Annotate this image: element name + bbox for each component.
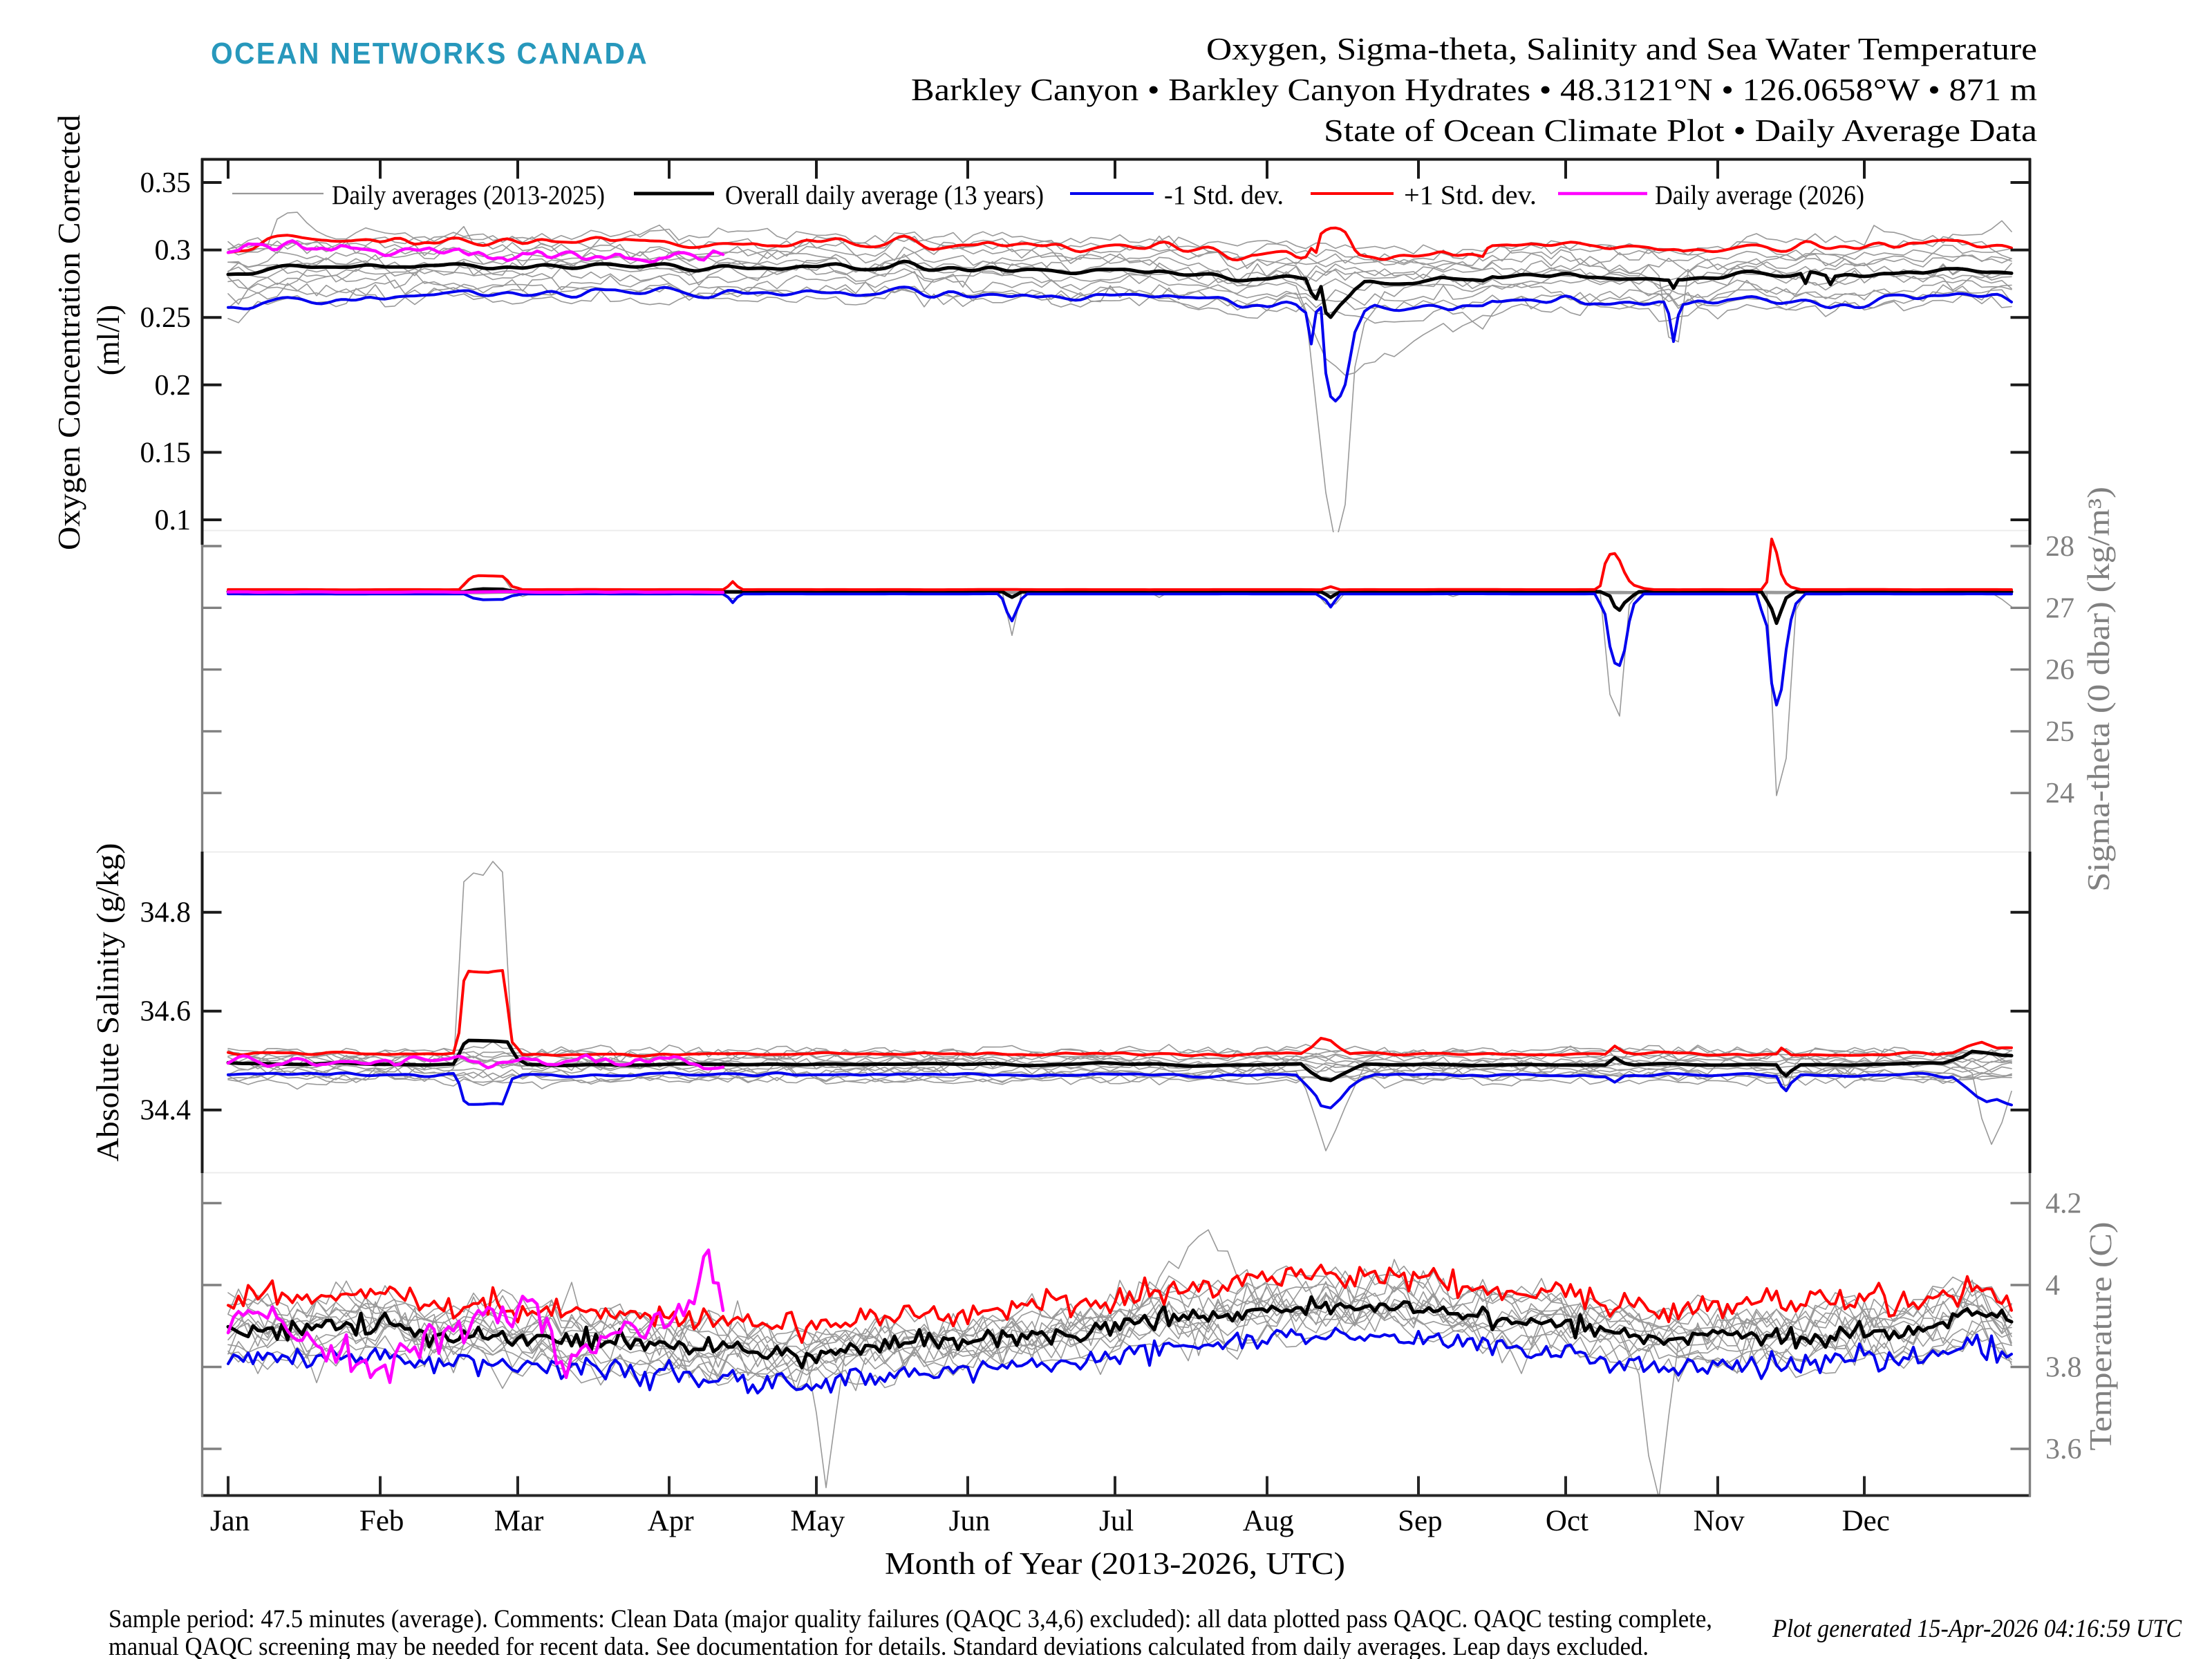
svg-text:27: 27 xyxy=(2045,592,2074,624)
svg-text:State of Ocean Climate Plot •: State of Ocean Climate Plot • Daily Aver… xyxy=(1324,113,2037,148)
svg-text:Overall daily average (13 year: Overall daily average (13 years) xyxy=(725,180,1044,210)
svg-text:Absolute Salinity (g/kg): Absolute Salinity (g/kg) xyxy=(91,843,125,1162)
svg-text:Daily averages (2013-2025): Daily averages (2013-2025) xyxy=(332,180,605,210)
svg-text:0.2: 0.2 xyxy=(155,370,191,402)
svg-text:24: 24 xyxy=(2045,778,2074,809)
svg-text:+1 Std. dev.: +1 Std. dev. xyxy=(1404,180,1537,210)
svg-text:34.6: 34.6 xyxy=(140,996,191,1028)
svg-text:Dec: Dec xyxy=(1842,1505,1890,1537)
svg-text:Mar: Mar xyxy=(494,1505,544,1537)
svg-text:(ml/l): (ml/l) xyxy=(91,305,126,375)
svg-text:0.15: 0.15 xyxy=(140,437,191,469)
svg-text:Oxygen, Sigma-theta, Salinity: Oxygen, Sigma-theta, Salinity and Sea Wa… xyxy=(1206,31,2037,66)
svg-text:Jul: Jul xyxy=(1099,1505,1134,1537)
svg-text:4.2: 4.2 xyxy=(2045,1188,2082,1220)
svg-text:Daily average (2026): Daily average (2026) xyxy=(1655,180,1864,210)
svg-text:26: 26 xyxy=(2045,655,2074,686)
svg-text:Apr: Apr xyxy=(648,1505,694,1537)
svg-text:OCEAN NETWORKS CANADA: OCEAN NETWORKS CANADA xyxy=(211,37,648,71)
svg-text:Jun: Jun xyxy=(949,1505,991,1537)
svg-text:Oct: Oct xyxy=(1546,1505,1588,1537)
svg-text:Aug: Aug xyxy=(1243,1505,1294,1537)
svg-text:0.35: 0.35 xyxy=(140,167,191,199)
svg-text:manual QAQC screening may be n: manual QAQC screening may be needed for … xyxy=(109,1633,1649,1659)
svg-text:Plot generated 15-Apr-2026 04:: Plot generated 15-Apr-2026 04:16:59 UTC xyxy=(1772,1615,2182,1643)
svg-text:Jan: Jan xyxy=(210,1505,250,1537)
svg-text:Sep: Sep xyxy=(1398,1505,1443,1537)
svg-text:-1 Std. dev.: -1 Std. dev. xyxy=(1164,180,1284,210)
svg-text:34.8: 34.8 xyxy=(140,897,191,929)
svg-text:4: 4 xyxy=(2045,1270,2060,1302)
svg-text:Sample period: 47.5 minutes (a: Sample period: 47.5 minutes (average). C… xyxy=(109,1605,1712,1633)
svg-text:Temperature (C): Temperature (C) xyxy=(2083,1222,2118,1451)
svg-text:28: 28 xyxy=(2045,531,2074,563)
svg-text:25: 25 xyxy=(2045,716,2074,748)
svg-text:0.1: 0.1 xyxy=(155,505,191,536)
svg-text:Feb: Feb xyxy=(359,1505,404,1537)
svg-text:Sigma-theta (0 dbar) (kg/m³): Sigma-theta (0 dbar) (kg/m³) xyxy=(2081,487,2116,892)
svg-text:Oxygen Concentration Corrected: Oxygen Concentration Corrected xyxy=(52,115,86,550)
svg-text:3.8: 3.8 xyxy=(2045,1352,2082,1384)
svg-text:3.6: 3.6 xyxy=(2045,1434,2082,1465)
svg-text:0.3: 0.3 xyxy=(155,235,191,267)
svg-text:34.4: 34.4 xyxy=(140,1095,191,1127)
svg-text:Barkley Canyon • Barkley Canyo: Barkley Canyon • Barkley Canyon Hydrates… xyxy=(911,72,2037,107)
svg-text:May: May xyxy=(790,1505,845,1537)
svg-text:Nov: Nov xyxy=(1694,1505,1745,1537)
svg-text:0.25: 0.25 xyxy=(140,302,191,334)
svg-text:Month of Year (2013-2026, UTC): Month of Year (2013-2026, UTC) xyxy=(885,1546,1345,1581)
